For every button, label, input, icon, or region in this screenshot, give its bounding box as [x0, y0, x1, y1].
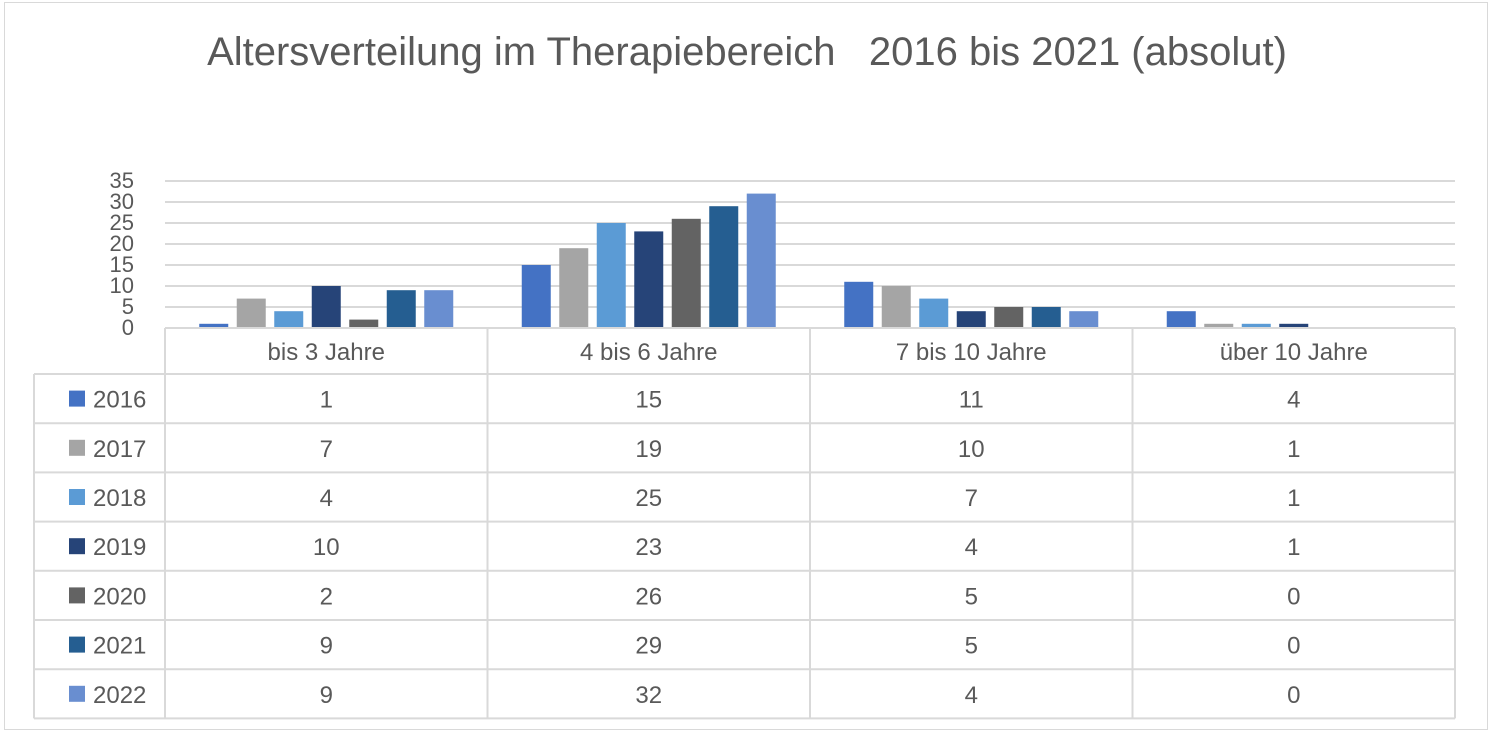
bar	[994, 307, 1024, 328]
table-value: 4	[320, 485, 333, 512]
legend-swatch	[69, 587, 85, 604]
bar	[1279, 323, 1309, 328]
table-value: 7	[320, 436, 333, 463]
bar	[274, 311, 304, 328]
table-value: 15	[635, 387, 662, 414]
bar	[236, 298, 266, 328]
bar	[1204, 323, 1234, 328]
bar	[919, 298, 949, 328]
table-value: 10	[958, 436, 985, 463]
table-value: 1	[320, 387, 333, 414]
bar	[1069, 311, 1099, 328]
legend-swatch	[69, 685, 85, 702]
category-label: 4 bis 6 Jahre	[580, 339, 717, 366]
y-tick-label: 30	[110, 189, 134, 214]
bar	[881, 286, 911, 328]
table-value: 26	[635, 583, 662, 610]
table-value: 0	[1287, 682, 1300, 709]
table-value: 2	[320, 583, 333, 610]
table-value: 25	[635, 485, 662, 512]
bar	[521, 265, 551, 328]
table-value: 5	[965, 583, 978, 610]
bar	[386, 290, 416, 328]
legend-swatch	[69, 636, 85, 653]
y-tick-label: 5	[122, 294, 134, 319]
category-label: 7 bis 10 Jahre	[896, 339, 1047, 366]
table-value: 0	[1287, 633, 1300, 660]
table-value: 4	[1287, 387, 1300, 414]
bar	[424, 290, 454, 328]
bar	[596, 223, 626, 328]
table-value: 4	[965, 682, 978, 709]
legend-label: 2017	[93, 436, 146, 463]
bar	[1166, 311, 1196, 328]
chart-title: Altersverteilung im Therapiebereich 2016…	[207, 30, 1287, 74]
table-value: 4	[965, 534, 978, 561]
legend-label: 2022	[93, 682, 146, 709]
bar	[199, 323, 229, 328]
y-tick-label: 15	[110, 252, 134, 277]
bar	[844, 281, 874, 328]
table-value: 23	[635, 534, 662, 561]
legend-swatch	[69, 439, 85, 456]
table-value: 0	[1287, 583, 1300, 610]
legend-swatch	[69, 489, 85, 505]
table-value: 5	[965, 633, 978, 660]
legend-label: 2020	[93, 583, 146, 610]
bar	[746, 193, 776, 328]
category-label: über 10 Jahre	[1220, 339, 1368, 366]
y-tick-label: 20	[110, 231, 134, 256]
table-value: 1	[1287, 534, 1300, 561]
table-value: 9	[320, 682, 333, 709]
bar	[709, 206, 739, 328]
bar	[559, 248, 589, 328]
legend-label: 2019	[93, 534, 146, 561]
legend-swatch	[69, 390, 85, 407]
table-value: 9	[320, 633, 333, 660]
bar	[1031, 307, 1061, 328]
table-value: 11	[959, 387, 984, 414]
y-tick-label: 10	[110, 273, 134, 298]
legend-swatch	[69, 538, 85, 555]
category-label: bis 3 Jahre	[268, 339, 385, 366]
y-tick-label: 35	[110, 168, 134, 193]
chart-frame	[4, 2, 1488, 730]
table-value: 10	[313, 534, 340, 561]
table-value: 7	[965, 485, 978, 512]
bar	[956, 311, 986, 328]
legend-label: 2018	[93, 485, 146, 512]
legend-label: 2021	[93, 633, 146, 660]
table-value: 32	[635, 682, 662, 709]
bar	[634, 231, 664, 328]
table-value: 1	[1287, 485, 1300, 512]
y-tick-label: 25	[110, 210, 134, 235]
bar	[311, 286, 341, 328]
table-value: 1	[1287, 436, 1300, 463]
table-value: 29	[635, 633, 662, 660]
table-value: 19	[635, 436, 662, 463]
legend-label: 2016	[93, 387, 146, 414]
bar	[349, 319, 379, 328]
y-tick-label: 0	[122, 315, 134, 340]
bar	[1241, 323, 1271, 328]
bar	[671, 218, 701, 328]
